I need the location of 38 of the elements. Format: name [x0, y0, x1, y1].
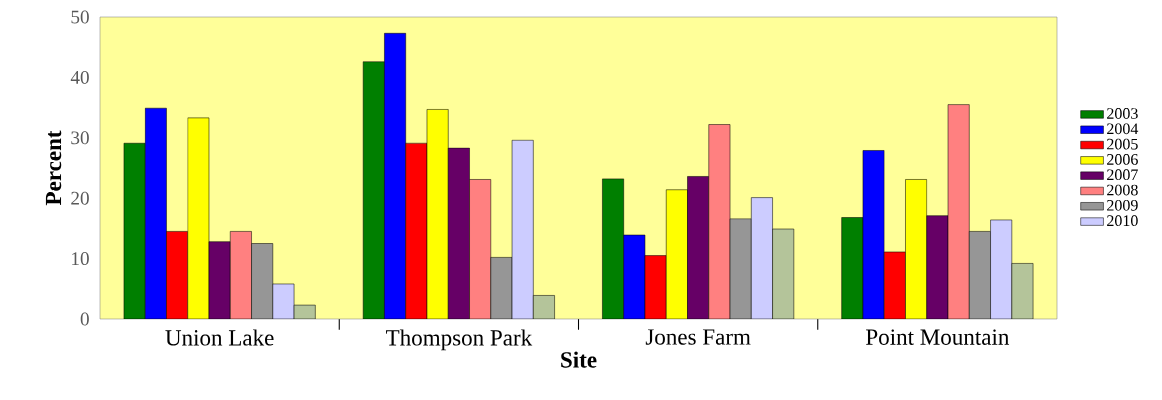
legend-label: 2003	[1107, 108, 1138, 119]
legend-label: 2004	[1107, 123, 1139, 135]
bar	[447, 147, 470, 319]
legend-label: 2006	[1107, 154, 1138, 165]
legend-label: 2007	[1107, 169, 1138, 181]
bar	[166, 231, 188, 319]
y-axis-title: Percent	[45, 130, 62, 206]
y-tick-label: 10	[72, 252, 89, 266]
bar	[687, 176, 710, 319]
x-tick-label: Thompson Park	[386, 329, 533, 351]
bar	[362, 61, 385, 319]
x-tick-label: Point Mountain	[866, 329, 1010, 345]
bar	[644, 255, 667, 319]
bar	[602, 178, 624, 319]
bar	[405, 142, 428, 319]
legend-label: 2010	[1107, 215, 1138, 227]
bar	[208, 241, 231, 319]
bar	[947, 104, 970, 319]
y-tick-label: 50	[71, 10, 89, 24]
y-tick-label: 40	[70, 70, 89, 84]
bar	[229, 231, 252, 319]
legend-label: 2008	[1107, 184, 1138, 196]
legend-label: 2005	[1107, 138, 1138, 150]
bar	[883, 251, 906, 319]
bar	[772, 228, 795, 319]
bar	[123, 142, 146, 319]
bar	[1011, 263, 1034, 319]
x-axis-title: Site	[561, 351, 597, 368]
x-tick-label: Jones Farm	[645, 329, 751, 345]
bar	[841, 217, 864, 319]
x-tick-label: Union Lake	[165, 329, 274, 346]
legend-label: 2009	[1107, 199, 1138, 211]
bar	[708, 124, 731, 319]
y-tick-label: 20	[71, 191, 89, 205]
y-tick-label: 30	[71, 131, 89, 145]
bar	[469, 179, 492, 319]
bar	[926, 215, 949, 319]
y-tick-label: 0	[80, 312, 89, 326]
